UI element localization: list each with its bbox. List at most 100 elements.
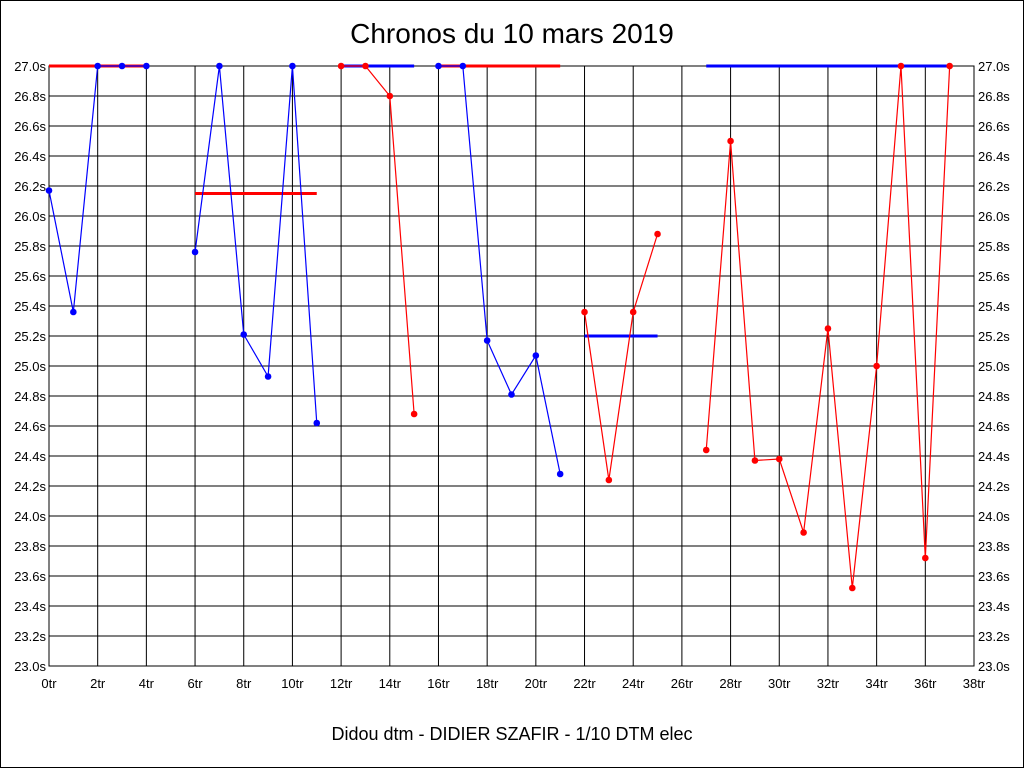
y-tick-label-left-15: 24.0s xyxy=(14,509,46,524)
x-tick-label-11: 22tr xyxy=(573,676,596,691)
y-tick-label-left-6: 25.8s xyxy=(14,239,46,254)
y-tick-label-right-0: 27.0s xyxy=(978,59,1010,74)
data-point-0-0 xyxy=(45,187,53,194)
y-tick-label-right-14: 24.2s xyxy=(978,479,1010,494)
data-point-0-4 xyxy=(143,62,150,70)
series-4 xyxy=(581,230,661,484)
x-tick-label-8: 16tr xyxy=(427,676,450,691)
x-tick-label-18: 36tr xyxy=(914,676,937,691)
data-point-1-4 xyxy=(289,62,296,70)
data-point-5-8 xyxy=(897,62,905,70)
series-group xyxy=(45,62,953,592)
data-point-3-4 xyxy=(532,352,540,359)
y-tick-label-right-20: 23.0s xyxy=(978,659,1010,674)
chart-footer: Didou dtm - DIDIER SZAFIR - 1/10 DTM ele… xyxy=(331,724,692,744)
y-tick-label-left-11: 24.8s xyxy=(14,389,46,404)
series-2 xyxy=(337,62,418,418)
series-line-3 xyxy=(438,65,561,475)
data-point-4-1 xyxy=(605,476,613,484)
data-point-4-3 xyxy=(654,230,661,238)
y-tick-label-right-11: 24.8s xyxy=(978,389,1010,404)
y-tick-label-right-10: 25.0s xyxy=(978,359,1010,374)
data-point-2-0 xyxy=(337,62,345,70)
y-tick-label-left-10: 25.0s xyxy=(14,359,46,374)
y-tick-label-left-7: 25.6s xyxy=(14,269,46,284)
y-tick-label-left-12: 24.6s xyxy=(14,419,46,434)
y-tick-label-right-6: 25.8s xyxy=(978,239,1010,254)
y-tick-label-right-5: 26.0s xyxy=(978,209,1010,224)
y-tick-label-left-1: 26.8s xyxy=(14,89,46,104)
x-axis: 0tr 2tr 4tr 6tr 8tr 10tr 12tr 14tr 16tr 18tr 20tr 2… xyxy=(41,676,985,691)
series-1 xyxy=(191,62,321,427)
x-tick-label-9: 18tr xyxy=(476,676,499,691)
y-tick-label-left-9: 25.2s xyxy=(14,329,46,344)
x-tick-label-16: 32tr xyxy=(817,676,840,691)
y-tick-label-right-18: 23.4s xyxy=(978,599,1010,614)
data-point-1-5 xyxy=(313,419,321,427)
mean-lines xyxy=(49,64,950,338)
x-tick-label-7: 14tr xyxy=(379,676,402,691)
y-tick-label-left-2: 26.6s xyxy=(14,119,46,134)
x-tick-label-17: 34tr xyxy=(865,676,888,691)
x-tick-label-4: 8tr xyxy=(236,676,252,691)
data-point-0-3 xyxy=(118,62,126,70)
y-axis-right: 27.0s 26.8s 26.6s 26.4s 26.2s 26.0s 25.8s 25.6s… xyxy=(978,59,1010,674)
x-tick-label-14: 28tr xyxy=(719,676,742,691)
data-point-5-9 xyxy=(922,554,929,562)
x-tick-label-15: 30tr xyxy=(768,676,791,691)
y-tick-label-left-5: 26.0s xyxy=(14,209,46,224)
y-tick-label-right-12: 24.6s xyxy=(978,419,1010,434)
x-tick-label-19: 38tr xyxy=(963,676,986,691)
data-point-4-0 xyxy=(581,308,588,316)
data-point-3-1 xyxy=(459,62,467,70)
y-tick-label-left-8: 25.4s xyxy=(14,299,46,314)
y-tick-label-right-19: 23.2s xyxy=(978,629,1010,644)
data-point-5-2 xyxy=(751,457,759,464)
y-tick-label-right-8: 25.4s xyxy=(978,299,1010,314)
y-tick-label-right-1: 26.8s xyxy=(978,89,1010,104)
y-tick-label-right-4: 26.2s xyxy=(978,179,1010,194)
y-tick-label-left-16: 23.8s xyxy=(14,539,46,554)
y-tick-label-left-13: 24.4s xyxy=(14,449,46,464)
data-point-5-10 xyxy=(946,62,953,70)
y-tick-label-left-20: 23.0s xyxy=(14,659,46,674)
y-tick-label-left-4: 26.2s xyxy=(14,179,46,194)
x-tick-label-2: 4tr xyxy=(139,676,155,691)
y-tick-label-right-16: 23.8s xyxy=(978,539,1010,554)
y-tick-label-left-17: 23.6s xyxy=(14,569,46,584)
series-line-1 xyxy=(194,65,318,424)
y-tick-label-right-7: 25.6s xyxy=(978,269,1010,284)
y-tick-label-right-9: 25.2s xyxy=(978,329,1010,344)
data-point-0-2 xyxy=(94,62,101,70)
y-tick-label-right-13: 24.4s xyxy=(978,449,1010,464)
y-tick-label-left-18: 23.4s xyxy=(14,599,46,614)
x-tick-label-6: 12tr xyxy=(330,676,353,691)
y-tick-label-left-3: 26.4s xyxy=(14,149,46,164)
x-tick-label-13: 26tr xyxy=(671,676,694,691)
data-point-4-2 xyxy=(629,308,637,316)
y-tick-label-right-17: 23.6s xyxy=(978,569,1010,584)
chart-title: Chronos du 10 mars 2019 xyxy=(350,18,674,49)
x-tick-label-1: 2tr xyxy=(90,676,106,691)
x-tick-label-3: 6tr xyxy=(187,676,203,691)
y-axis-left: 27.0s 26.8s 26.6s 26.4s 26.2s 26.0s 25.8s 25.6s… xyxy=(14,59,46,674)
data-point-1-2 xyxy=(240,331,248,338)
data-point-2-2 xyxy=(386,92,394,100)
data-point-3-5 xyxy=(556,470,564,478)
y-tick-label-left-0: 27.0s xyxy=(14,59,46,74)
data-point-5-1 xyxy=(727,137,734,145)
data-point-1-0 xyxy=(191,248,199,256)
y-tick-label-left-14: 24.2s xyxy=(14,479,46,494)
grid xyxy=(48,65,975,667)
data-point-3-2 xyxy=(483,337,491,344)
x-tick-label-12: 24tr xyxy=(622,676,645,691)
x-tick-label-5: 10tr xyxy=(281,676,304,691)
data-point-3-0 xyxy=(435,62,442,70)
series-line-4 xyxy=(583,233,659,481)
series-line-2 xyxy=(341,65,415,415)
data-point-1-3 xyxy=(264,373,272,380)
x-tick-label-10: 20tr xyxy=(525,676,548,691)
y-tick-label-right-2: 26.6s xyxy=(978,119,1010,134)
